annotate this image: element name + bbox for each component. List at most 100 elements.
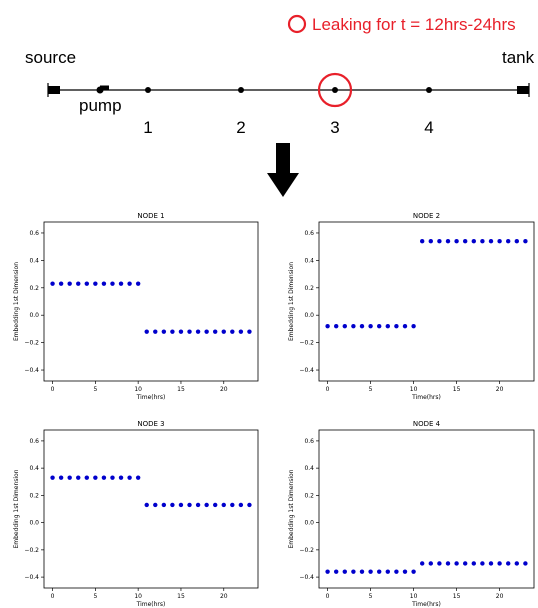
x-tick-label: 5 (93, 593, 97, 600)
source-label: source (25, 48, 76, 67)
data-point (93, 475, 98, 480)
pump-icon (96, 85, 109, 94)
data-point (230, 502, 235, 508)
x-tick-label: 15 (177, 593, 185, 600)
data-point (58, 475, 64, 480)
data-point (506, 561, 511, 566)
data-point (377, 569, 382, 574)
data-point (411, 323, 416, 329)
node-4-dot (426, 87, 432, 93)
data-point (213, 329, 218, 334)
data-point (195, 502, 201, 508)
node-4-chart: NODE 4 Time(hrs) Embedding 1st Dimension 0 5… (288, 420, 535, 608)
x-tick-label: 0 (51, 386, 55, 393)
node-1-chart: NODE 1 Time(hrs) Embedding 1st Dimension 0 5… (13, 212, 259, 401)
node-1-dot (145, 87, 151, 93)
x-tick-label: 20 (220, 593, 228, 600)
y-tick-label: −0.2 (24, 340, 39, 347)
y-tick-label: 0.6 (304, 230, 314, 237)
y-axis-label: Embedding 1st Dimension (288, 469, 295, 548)
y-tick-label: −0.2 (24, 547, 39, 554)
node-3-chart: NODE 3 Time(hrs) Embedding 1st Dimension 0 5… (13, 420, 259, 608)
node-2-dot (238, 87, 244, 93)
data-point (161, 329, 167, 334)
y-tick-label: −0.2 (299, 547, 314, 554)
x-tick-label: 0 (326, 593, 330, 600)
y-tick-label: 0.2 (304, 492, 314, 499)
data-point (437, 561, 442, 566)
data-point (506, 238, 511, 244)
data-point (514, 561, 519, 566)
data-point (178, 329, 184, 334)
data-point (385, 569, 390, 574)
down-arrow-icon (267, 143, 299, 197)
node-2-chart: NODE 2 Time(hrs) Embedding 1st Dimension 0 5… (288, 212, 535, 401)
data-point (213, 502, 218, 508)
data-point (135, 475, 141, 480)
data-point (342, 323, 347, 329)
data-point (50, 475, 55, 480)
leak-legend-text: Leaking for t = 12hrs-24hrs (312, 15, 516, 34)
y-tick-label: 0.4 (304, 257, 314, 264)
data-point (471, 561, 476, 566)
node-1-label: 1 (143, 118, 152, 137)
x-tick-label: 20 (496, 386, 504, 393)
leak-legend-circle-icon (287, 14, 307, 34)
chart-title: NODE 2 (413, 212, 440, 220)
data-point (238, 502, 244, 508)
x-tick-label: 10 (134, 386, 142, 393)
data-point (523, 561, 528, 566)
x-tick-label: 5 (369, 593, 373, 600)
data-point (342, 569, 347, 574)
data-point (187, 502, 192, 508)
data-point (110, 475, 115, 480)
data-point (488, 238, 494, 244)
x-tick-label: 5 (369, 386, 373, 393)
data-point (67, 281, 72, 286)
data-point (351, 569, 356, 574)
data-point (153, 502, 158, 508)
plot-frame (43, 429, 259, 589)
data-point (437, 238, 442, 244)
data-point (334, 569, 339, 574)
tank-icon (517, 83, 530, 97)
data-point (84, 475, 90, 480)
data-point (50, 281, 55, 286)
x-tick-label: 0 (51, 593, 55, 600)
x-tick-label: 20 (496, 593, 504, 600)
x-axis-label: Time(hrs) (136, 394, 166, 401)
data-point (471, 238, 476, 244)
data-point (127, 475, 132, 480)
plot-frame (43, 221, 259, 382)
data-point (463, 238, 468, 244)
data-point (480, 238, 485, 244)
data-point (144, 502, 149, 508)
data-point (488, 561, 494, 566)
data-point (110, 281, 115, 286)
y-tick-label: 0.0 (29, 312, 39, 319)
x-tick-label: 5 (93, 386, 97, 393)
node-charts: NODE 1 Time(hrs) Embedding 1st Dimension 0 5… (13, 212, 535, 608)
y-axis-label: Embedding 1st Dimension (13, 469, 20, 548)
data-point (523, 238, 528, 244)
y-tick-label: 0.4 (29, 257, 39, 264)
x-tick-label: 15 (177, 386, 185, 393)
data-point (325, 323, 330, 329)
x-axis-label: Time(hrs) (411, 394, 441, 401)
y-tick-label: 0.2 (29, 285, 39, 292)
y-axis-label: Embedding 1st Dimension (13, 262, 20, 341)
data-point (334, 323, 339, 329)
data-point (135, 281, 141, 286)
data-point (420, 238, 425, 244)
data-point (93, 281, 98, 286)
source-reservoir-icon (47, 83, 60, 97)
data-point (118, 475, 124, 480)
chart-title: NODE 4 (413, 420, 441, 428)
x-tick-label: 10 (410, 593, 418, 600)
data-point (101, 281, 107, 286)
data-point (67, 475, 72, 480)
y-tick-label: −0.4 (24, 367, 39, 374)
data-point (480, 561, 485, 566)
y-tick-label: 0.6 (29, 438, 39, 445)
data-point (221, 502, 226, 508)
